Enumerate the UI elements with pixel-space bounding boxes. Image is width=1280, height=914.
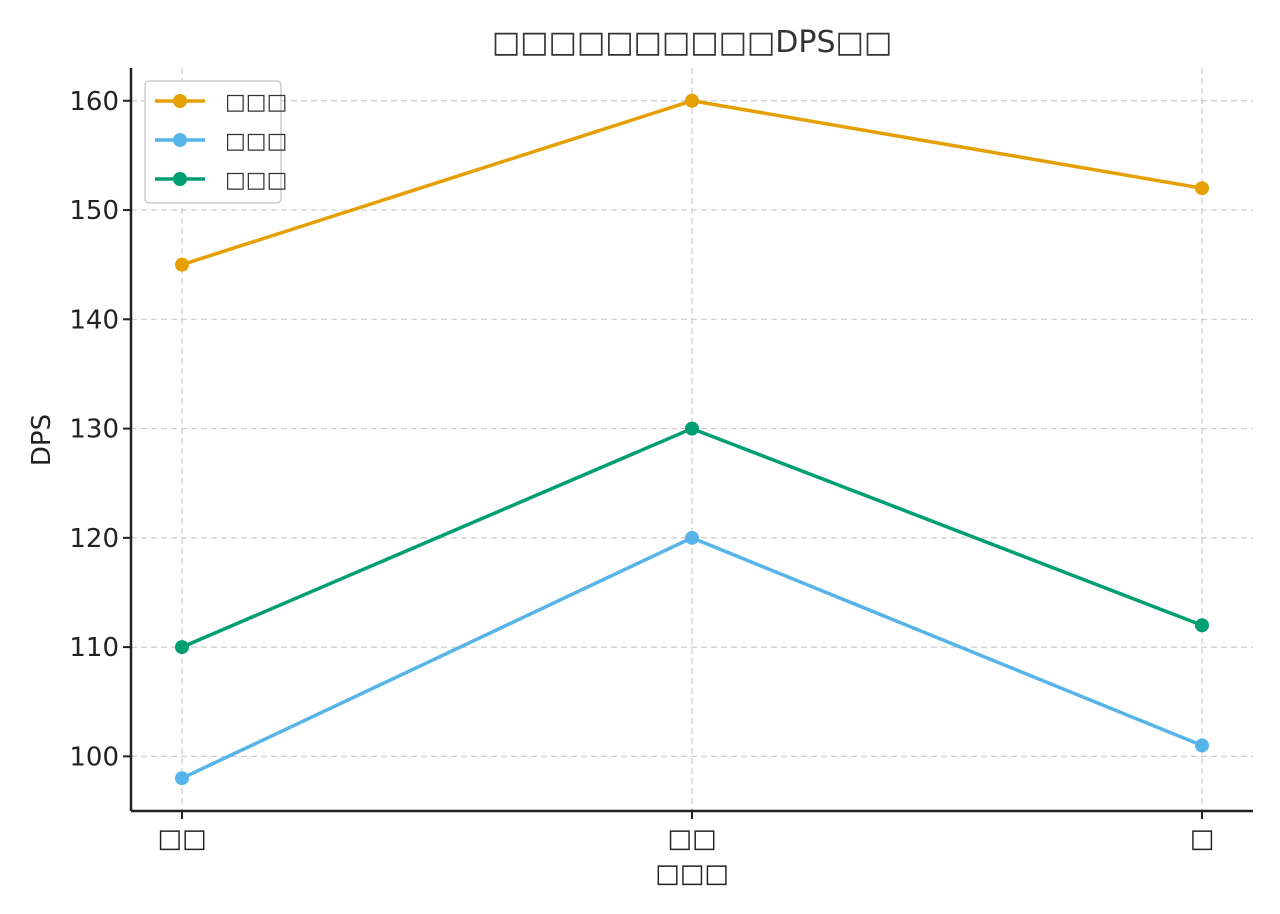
y-tick-label: 100 <box>69 742 119 772</box>
y-tick-label: 160 <box>69 87 119 117</box>
data-point <box>1195 738 1209 753</box>
data-point <box>175 771 189 786</box>
y-tick-label: 120 <box>69 524 119 554</box>
legend-label: □□□ <box>225 90 287 115</box>
legend-swatch-marker <box>173 94 187 108</box>
chart-title: □□□□□□□□□□DPS□□ <box>492 25 892 60</box>
y-axis-label: DPS <box>27 414 57 466</box>
data-point <box>685 421 699 436</box>
x-axis-label: □□□ <box>655 859 729 889</box>
series-group <box>175 93 1209 786</box>
data-point <box>175 257 189 272</box>
x-tick-label: □□ <box>667 824 716 854</box>
data-point <box>1195 181 1209 196</box>
x-tick-label: □□ <box>157 824 206 854</box>
y-tick-label: 130 <box>69 415 119 445</box>
x-tick-label: □ <box>1190 824 1215 854</box>
data-point <box>1195 618 1209 633</box>
legend-swatch-marker <box>173 133 187 147</box>
legend: □□□ □□□ □□□ <box>144 80 287 204</box>
legend-label: □□□ <box>225 168 287 193</box>
y-tick-label: 150 <box>69 196 119 226</box>
legend-label: □□□ <box>225 129 287 154</box>
legend-swatch-marker <box>173 172 187 186</box>
data-point <box>175 640 189 655</box>
y-tick-label: 110 <box>69 633 119 663</box>
y-tick-label: 140 <box>69 305 119 335</box>
data-point <box>685 93 699 108</box>
data-point <box>685 530 699 545</box>
